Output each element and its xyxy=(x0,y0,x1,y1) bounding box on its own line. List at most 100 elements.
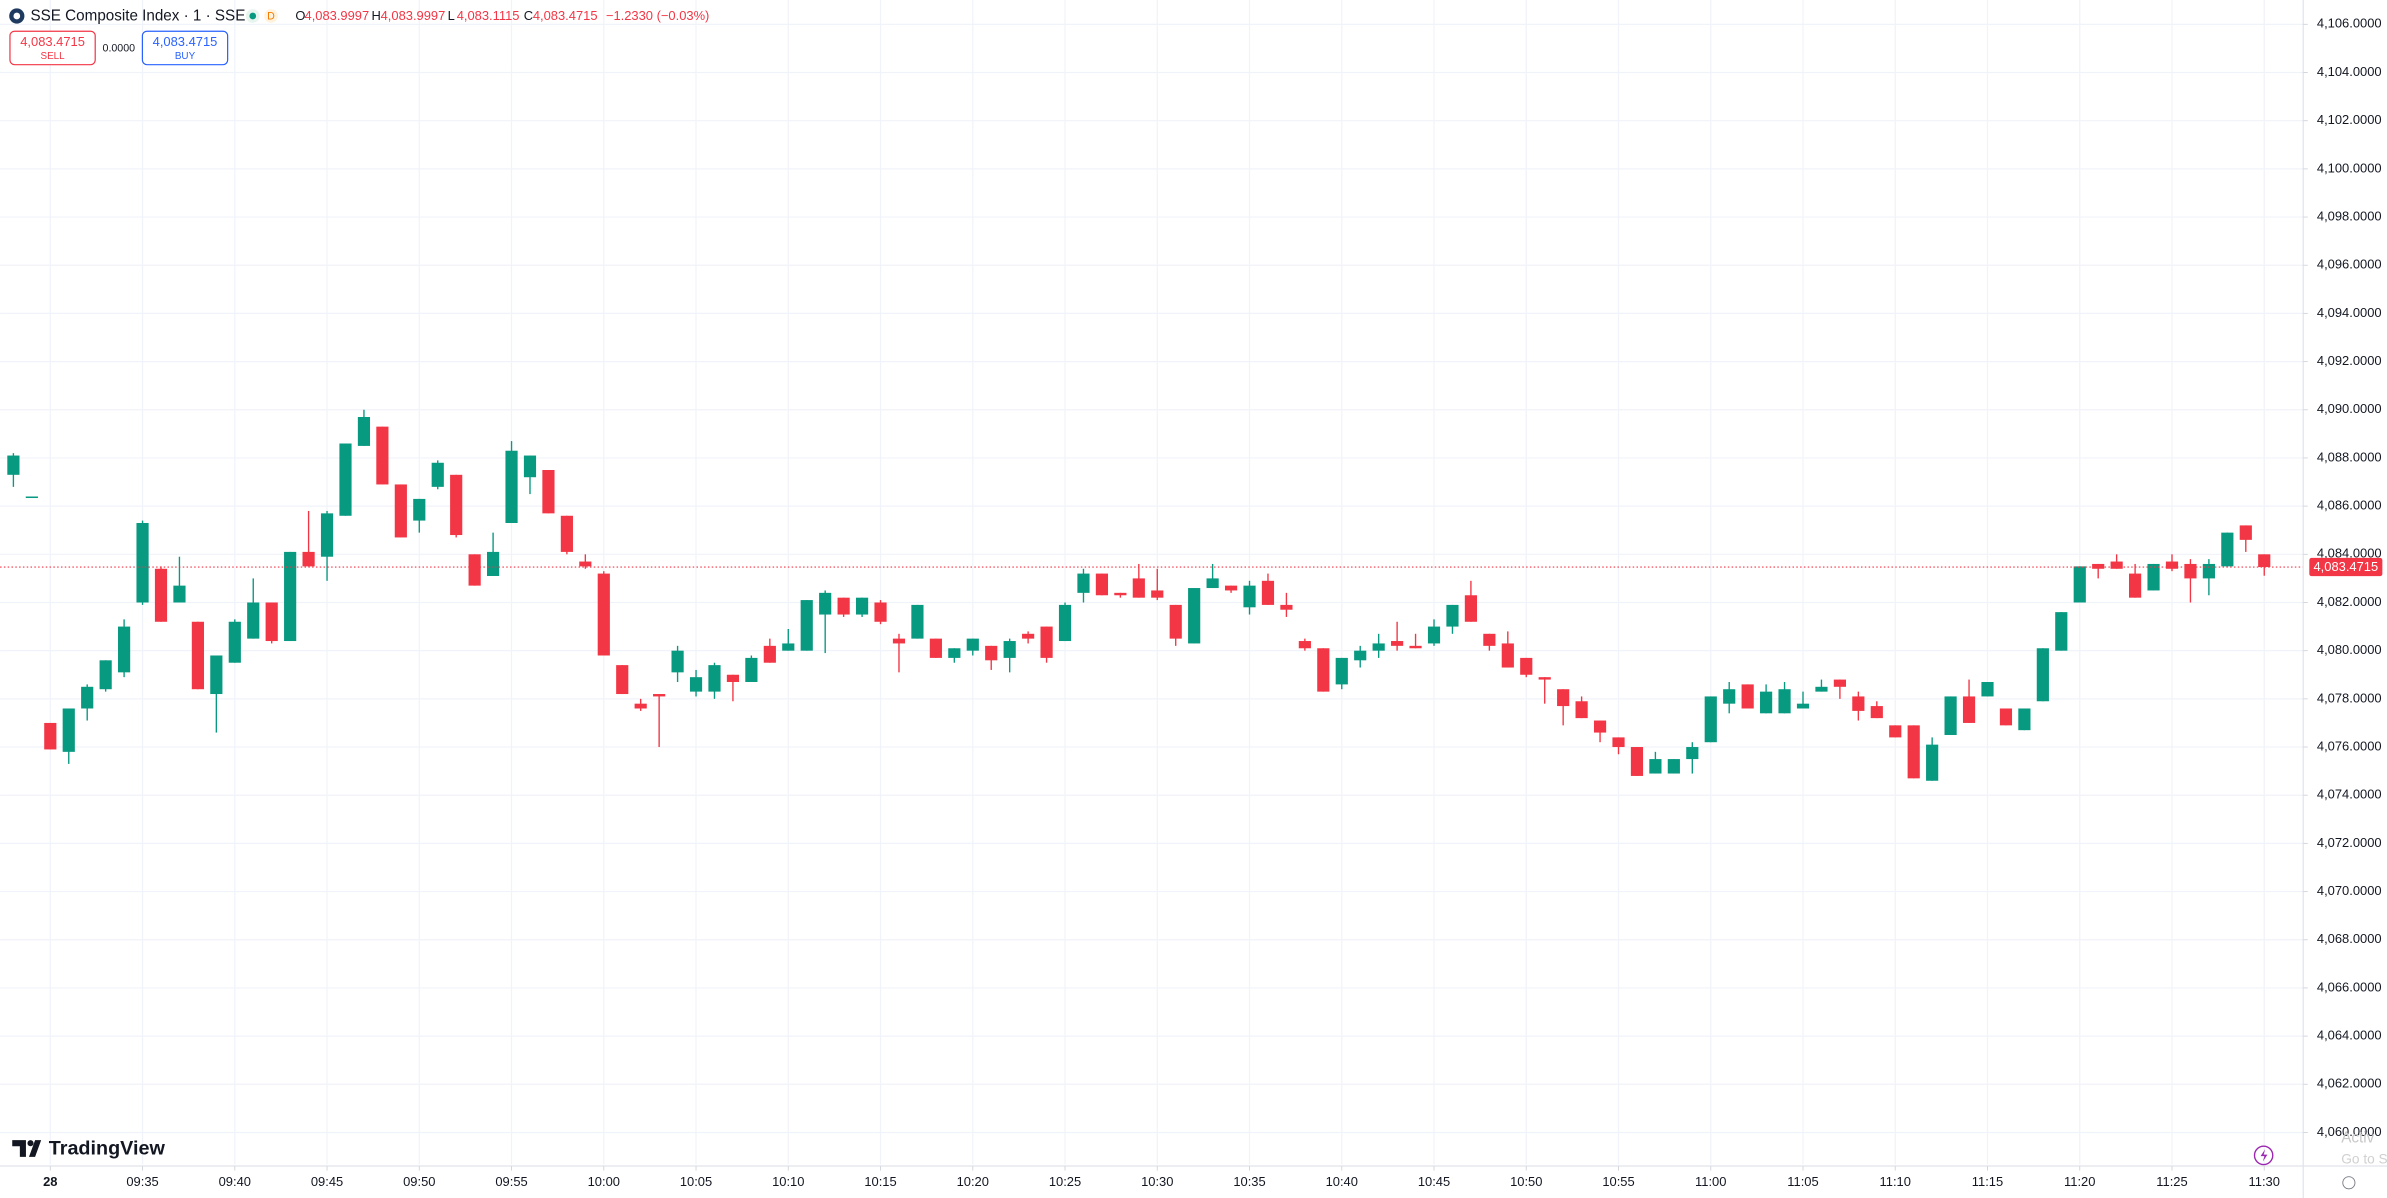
candle-body xyxy=(486,551,500,576)
candle-body xyxy=(357,416,371,446)
ohlc-key: H xyxy=(371,8,380,23)
candle-body xyxy=(1852,696,1865,711)
x-tick-label: 28 xyxy=(43,1174,57,1189)
candle-body xyxy=(2239,525,2252,540)
x-tick-label: 09:55 xyxy=(495,1174,527,1189)
candle-body xyxy=(284,551,297,642)
buy-button[interactable] xyxy=(141,30,229,66)
logo-mark xyxy=(12,1140,42,1157)
candle-body xyxy=(985,645,998,661)
candle-body xyxy=(1741,684,1754,709)
candle-body xyxy=(1427,626,1441,644)
candle-body xyxy=(2018,708,2031,731)
candle-body xyxy=(394,484,407,538)
y-tick-label: 4,084.0000 xyxy=(2317,546,2382,561)
candle-body xyxy=(468,554,481,586)
symbol-title[interactable]: SSE Composite Index · 1 · SSE xyxy=(31,8,246,25)
candle-body xyxy=(431,462,444,487)
y-tick-label: 4,098.0000 xyxy=(2317,208,2382,223)
candle-body xyxy=(136,522,149,603)
candle-body xyxy=(1317,648,1330,692)
candle-body xyxy=(1944,696,1957,735)
candle-body xyxy=(265,602,278,642)
ohlc-key: C xyxy=(524,8,533,23)
candle-body xyxy=(560,515,573,552)
ohlc-values: O 4,083.9997 H 4,083.9997 L 4,083.1115 C 4,083.… xyxy=(295,8,597,23)
candle-body xyxy=(1612,737,1625,748)
candle-body xyxy=(1372,643,1385,651)
x-tick-label: 10:10 xyxy=(772,1174,804,1189)
candle-body xyxy=(634,703,647,709)
candle-body xyxy=(2147,563,2160,591)
candle-body xyxy=(597,573,610,656)
settings-button[interactable] xyxy=(2342,1176,2356,1190)
candle-body xyxy=(2055,612,2068,651)
y-tick-label: 4,066.0000 xyxy=(2317,979,2382,994)
candle-body xyxy=(1446,604,1459,627)
candle-body xyxy=(1667,759,1680,774)
candle-body xyxy=(247,602,260,639)
candle-body xyxy=(1723,689,1736,704)
candle-body xyxy=(154,568,168,622)
grid-layer xyxy=(0,0,2304,1165)
y-tick-label: 4,068.0000 xyxy=(2317,931,2382,946)
x-tick-label: 11:10 xyxy=(1880,1174,1911,1189)
candle-body xyxy=(413,498,426,521)
x-tick-label: 10:45 xyxy=(1418,1174,1450,1189)
candle-body xyxy=(837,597,850,615)
candle-body xyxy=(763,645,776,663)
candle-body xyxy=(320,513,334,557)
candle-body xyxy=(210,655,223,695)
y-tick-label: 4,088.0000 xyxy=(2317,449,2382,464)
candle-body xyxy=(1501,643,1514,668)
x-tick-label: 10:20 xyxy=(957,1174,989,1189)
y-tick-label: 4,072.0000 xyxy=(2317,835,2382,850)
candle-body xyxy=(1833,679,1846,687)
candle-body xyxy=(653,694,666,697)
y-tick-label: 4,102.0000 xyxy=(2317,112,2382,127)
candle-body xyxy=(1778,689,1791,714)
candle-body xyxy=(1058,604,1072,642)
sell-button[interactable] xyxy=(9,30,96,66)
alert-button[interactable] xyxy=(2253,1145,2274,1166)
y-tick-label: 4,078.0000 xyxy=(2317,690,2382,705)
buy-label: BUY xyxy=(175,51,196,62)
candle-body xyxy=(1926,744,1939,781)
candle-body xyxy=(1464,595,1478,622)
candle-body xyxy=(1003,641,1016,658)
logo-text[interactable]: TradingView xyxy=(49,1138,166,1160)
candle-body xyxy=(1280,604,1293,610)
y-tick-label: 4,070.0000 xyxy=(2317,883,2382,898)
candle-body xyxy=(1907,725,1920,779)
x-tick-label: 09:35 xyxy=(126,1174,158,1189)
x-tick-label: 10:30 xyxy=(1141,1174,1173,1189)
candle-body xyxy=(874,602,887,622)
candle-body xyxy=(689,677,703,692)
candle-body xyxy=(2092,563,2105,569)
candle-body xyxy=(7,455,20,475)
candle-body xyxy=(542,469,555,514)
candle-body xyxy=(1593,720,1607,733)
candle-body xyxy=(1391,641,1404,646)
spread: 0.0000 xyxy=(103,43,136,55)
ohlc-value: 4,083.9997 xyxy=(305,8,370,23)
candles-layer xyxy=(0,409,2304,781)
candle-body xyxy=(1114,592,1127,596)
candle-body xyxy=(1022,633,1035,639)
y-tick-label: 4,086.0000 xyxy=(2317,498,2382,513)
x-tick-label: 11:15 xyxy=(1972,1174,2003,1189)
candle-body xyxy=(302,551,315,567)
candle-body xyxy=(1962,696,1976,723)
candle-body xyxy=(1981,681,1994,697)
candle-body xyxy=(376,426,389,485)
candle-body xyxy=(1815,686,1828,692)
candle-body xyxy=(2110,561,2123,569)
candle-body xyxy=(1206,578,1219,589)
candle-body xyxy=(173,585,186,603)
candle-body xyxy=(671,650,684,673)
ohlc-key: O xyxy=(295,8,305,23)
candle-body xyxy=(1188,588,1201,644)
candle-body xyxy=(1224,585,1238,591)
y-tick-label: 4,090.0000 xyxy=(2317,401,2382,416)
